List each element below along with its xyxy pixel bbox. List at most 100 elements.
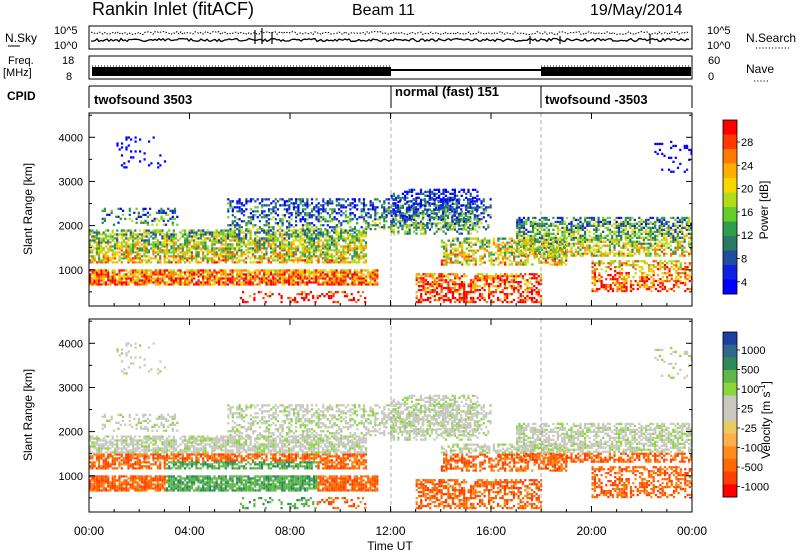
echo-cell — [538, 257, 541, 260]
echo-cell — [541, 222, 544, 225]
echo-cell — [453, 194, 456, 197]
echo-cell — [563, 230, 566, 233]
echo-cell — [211, 271, 214, 274]
echo-cell — [470, 255, 473, 258]
echo-cell — [159, 251, 162, 254]
echo-cell — [188, 239, 191, 242]
echo-cell — [570, 228, 573, 231]
echo-cell — [227, 202, 230, 205]
echo-cell — [260, 275, 264, 278]
echo-cell — [342, 275, 345, 278]
echo-cell — [129, 257, 132, 260]
echo-cell — [485, 206, 488, 209]
echo-cell — [435, 214, 438, 217]
echo-cell — [581, 234, 584, 237]
echo-cell — [163, 273, 166, 276]
echo-cell — [494, 285, 497, 288]
echo-cell — [242, 261, 245, 264]
echo-cell — [208, 251, 211, 254]
echo-cell — [125, 241, 128, 244]
echo-cell — [172, 249, 175, 252]
echo-cell — [397, 232, 400, 235]
echo-cell — [304, 208, 307, 211]
echo-cell — [251, 253, 254, 256]
echo-cell — [249, 212, 252, 215]
echo-cell — [371, 206, 375, 209]
echo-cell — [376, 218, 379, 221]
echo-cell — [453, 228, 456, 231]
echo-cell — [326, 235, 329, 238]
echo-cell — [469, 200, 472, 203]
echo-cell — [292, 271, 295, 274]
echo-cell — [469, 204, 472, 207]
echo-cell — [424, 212, 427, 215]
echo-cell — [422, 232, 425, 235]
echo-cell — [152, 277, 155, 280]
echo-cell — [447, 291, 450, 294]
echo-cell — [465, 263, 468, 266]
echo-cell — [340, 273, 343, 276]
echo-cell — [142, 209, 145, 212]
echo-cell — [518, 250, 521, 253]
echo-cell — [172, 229, 175, 232]
echo-cell — [349, 208, 352, 211]
echo-cell — [443, 247, 446, 250]
echo-cell — [170, 255, 173, 258]
echo-cell — [174, 233, 178, 236]
echo-cell — [340, 224, 343, 227]
echo-cell — [541, 236, 544, 239]
echo-cell — [383, 208, 386, 211]
echo-cell — [440, 279, 443, 282]
echo-cell — [152, 247, 155, 250]
cpid-panel: CPID twofsound 3503 normal (fast) 151 tw… — [7, 84, 693, 108]
echo-cell — [429, 289, 432, 292]
echo-cell — [224, 281, 227, 284]
echo-cell — [545, 226, 548, 229]
echo-cell — [231, 255, 234, 258]
echo-cell — [381, 206, 384, 209]
echo-cell — [152, 249, 155, 252]
echo-cell — [295, 216, 298, 219]
echo-cell — [371, 275, 374, 278]
echo-cell — [217, 239, 221, 242]
echo-cell — [421, 204, 424, 207]
echo-cell — [134, 233, 137, 236]
echo-cell — [134, 247, 137, 250]
echo-cell — [422, 298, 425, 302]
echo-cell — [254, 200, 257, 203]
echo-cell — [281, 255, 284, 258]
echo-cell — [584, 246, 587, 249]
echo-cell — [545, 234, 548, 237]
echo-cell — [385, 198, 388, 201]
echo-cell — [482, 226, 485, 229]
echo-cell — [489, 216, 492, 219]
echo-cell — [340, 261, 343, 264]
echo-cell — [303, 233, 306, 236]
echo-cell — [103, 209, 106, 212]
echo-cell — [249, 233, 252, 236]
echo-cell — [324, 218, 327, 221]
echo-cell — [331, 229, 334, 232]
echo-cell — [353, 247, 356, 250]
echo-cell — [515, 287, 518, 290]
echo-cell — [231, 210, 234, 213]
echo-cell — [530, 283, 534, 286]
echo-cell — [550, 246, 553, 249]
echo-cell — [243, 220, 246, 223]
echo-cell — [240, 273, 243, 276]
echo-cell — [520, 254, 523, 257]
echo-cell — [469, 206, 472, 209]
echo-cell — [267, 257, 270, 260]
cpid-segment-2: normal (fast) 151 — [395, 84, 499, 99]
echo-cell — [538, 240, 541, 243]
echo-cell — [335, 275, 338, 278]
echo-cell — [254, 247, 257, 250]
echo-cell — [561, 222, 564, 225]
echo-cell — [238, 208, 241, 211]
echo-cell — [364, 241, 368, 244]
echo-cell — [383, 212, 386, 215]
echo-cell — [224, 269, 227, 272]
echo-cell — [442, 226, 445, 229]
echo-cell — [211, 231, 214, 234]
echo-cell — [292, 243, 295, 246]
